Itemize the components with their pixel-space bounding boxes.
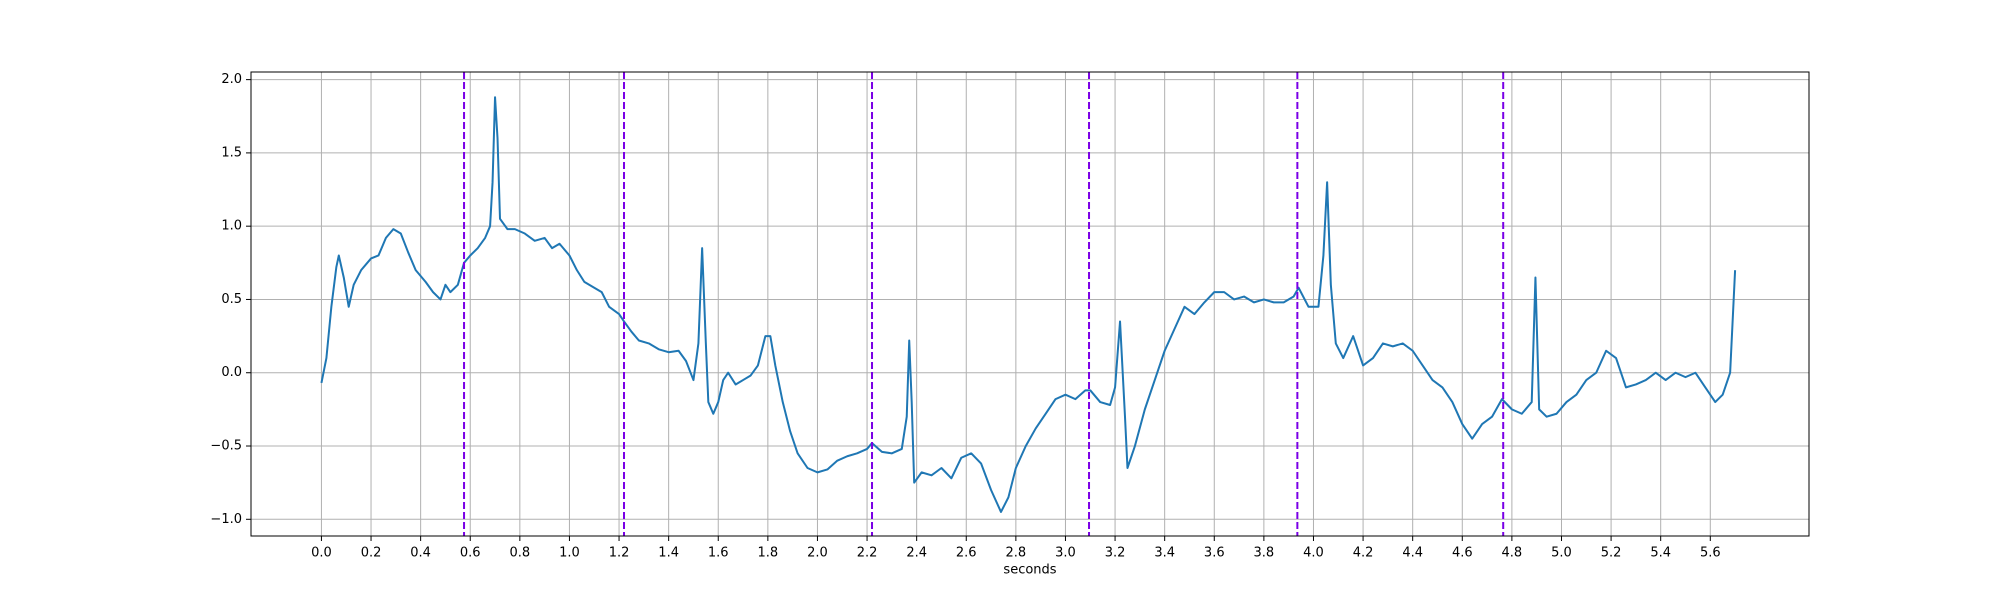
- x-tick-label: 3.6: [1204, 546, 1225, 561]
- x-tick-label: 4.8: [1502, 546, 1523, 561]
- x-tick-label: 1.2: [609, 546, 630, 561]
- x-tick-label: 2.6: [956, 546, 977, 561]
- x-tick-label: 5.6: [1700, 546, 1721, 561]
- y-tick-label: 0.5: [221, 292, 242, 307]
- y-tick-label: −0.5: [210, 439, 242, 454]
- x-tick-label: 4.2: [1353, 546, 1374, 561]
- x-tick-label: 3.2: [1105, 546, 1126, 561]
- y-tick-label: 0.0: [221, 365, 242, 380]
- x-axis-label: seconds: [1003, 563, 1056, 578]
- x-tick-label: 0.4: [410, 546, 431, 561]
- x-tick-label: 5.0: [1551, 546, 1572, 561]
- y-tick-label: 2.0: [221, 72, 242, 87]
- y-tick-label: 1.5: [221, 145, 242, 160]
- x-tick-label: 0.6: [460, 546, 481, 561]
- x-tick-label: 1.4: [658, 546, 679, 561]
- x-tick-label: 3.4: [1154, 546, 1175, 561]
- x-tick-label: 2.2: [857, 546, 878, 561]
- signal-line: [320, 96, 1737, 513]
- x-tick-label: 2.4: [906, 546, 927, 561]
- x-tick-label: 0.2: [361, 546, 382, 561]
- y-tick-label: −1.0: [210, 512, 242, 527]
- x-tick-label: 1.0: [559, 546, 580, 561]
- x-tick-label: 4.6: [1452, 546, 1473, 561]
- x-tick-label: 3.8: [1254, 546, 1275, 561]
- x-tick-label: 2.8: [1006, 546, 1027, 561]
- x-tick-label: 1.8: [758, 546, 779, 561]
- x-tick-label: 2.0: [807, 546, 828, 561]
- plot-frame: [250, 71, 1810, 537]
- y-tick-label: 1.0: [221, 219, 242, 234]
- x-tick-label: 0.8: [509, 546, 530, 561]
- x-tick-label: 5.2: [1601, 546, 1622, 561]
- x-tick-label: 4.0: [1303, 546, 1324, 561]
- x-tick-label: 0.0: [311, 546, 332, 561]
- x-tick-label: 4.4: [1402, 546, 1423, 561]
- x-tick-label: 1.6: [708, 546, 729, 561]
- x-tick-label: 3.0: [1055, 546, 1076, 561]
- x-tick-label: 5.4: [1650, 546, 1671, 561]
